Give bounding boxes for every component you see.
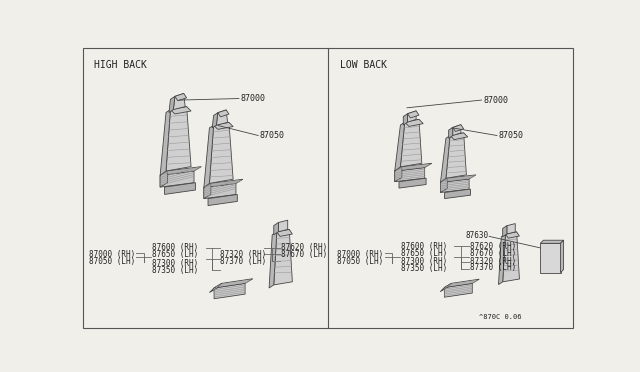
Text: 87600 (RH): 87600 (RH) xyxy=(152,243,198,253)
Text: 87320 (RH): 87320 (RH) xyxy=(220,250,266,259)
Polygon shape xyxy=(169,96,175,112)
Polygon shape xyxy=(440,283,451,292)
Polygon shape xyxy=(170,107,191,114)
Polygon shape xyxy=(399,178,426,188)
Polygon shape xyxy=(209,122,233,183)
Text: 87650 (LH): 87650 (LH) xyxy=(152,250,198,259)
Polygon shape xyxy=(160,167,202,175)
Polygon shape xyxy=(166,107,191,171)
Polygon shape xyxy=(446,133,467,178)
Text: 87600 (RH): 87600 (RH) xyxy=(401,242,447,251)
Polygon shape xyxy=(502,226,507,237)
Polygon shape xyxy=(444,283,472,297)
Polygon shape xyxy=(404,119,423,126)
Polygon shape xyxy=(540,243,561,273)
Text: 87320 (RH): 87320 (RH) xyxy=(470,257,516,266)
Text: 87050: 87050 xyxy=(260,131,285,140)
Polygon shape xyxy=(403,114,408,125)
Text: 87050 (LH): 87050 (LH) xyxy=(90,257,136,266)
Polygon shape xyxy=(269,232,277,288)
Text: 87350 (LH): 87350 (LH) xyxy=(152,266,198,275)
Polygon shape xyxy=(440,178,447,192)
Text: 87630: 87630 xyxy=(466,231,489,240)
Polygon shape xyxy=(499,234,506,285)
Polygon shape xyxy=(160,109,170,175)
Polygon shape xyxy=(502,232,520,282)
Polygon shape xyxy=(452,125,461,135)
Text: LOW BACK: LOW BACK xyxy=(340,60,387,70)
Polygon shape xyxy=(445,189,470,199)
Text: 87620 (RH): 87620 (RH) xyxy=(470,242,516,251)
Polygon shape xyxy=(440,179,469,192)
Text: HIGH BACK: HIGH BACK xyxy=(94,60,147,70)
Polygon shape xyxy=(408,111,416,122)
Polygon shape xyxy=(278,220,288,232)
Text: ^870C 0.06: ^870C 0.06 xyxy=(479,314,522,320)
Text: 87370 (LH): 87370 (LH) xyxy=(470,263,516,272)
Polygon shape xyxy=(395,122,404,171)
Polygon shape xyxy=(164,183,195,195)
Polygon shape xyxy=(214,122,233,129)
Polygon shape xyxy=(540,240,564,243)
Polygon shape xyxy=(173,93,185,109)
Polygon shape xyxy=(214,279,253,288)
Polygon shape xyxy=(395,167,402,182)
Text: 87000: 87000 xyxy=(483,96,508,105)
Polygon shape xyxy=(160,171,168,187)
Polygon shape xyxy=(440,175,476,182)
Text: 87300 (RH): 87300 (RH) xyxy=(401,257,447,266)
Polygon shape xyxy=(506,232,520,238)
Text: 87670 (LH): 87670 (LH) xyxy=(281,250,327,259)
Text: 87000: 87000 xyxy=(241,94,266,103)
Polygon shape xyxy=(216,110,228,125)
Polygon shape xyxy=(204,179,243,187)
Polygon shape xyxy=(395,167,425,182)
Text: 87050 (LH): 87050 (LH) xyxy=(337,257,383,266)
Text: 87670 (LH): 87670 (LH) xyxy=(470,249,516,258)
Text: 87300 (RH): 87300 (RH) xyxy=(152,259,198,268)
Text: 87350 (LH): 87350 (LH) xyxy=(401,264,447,273)
Polygon shape xyxy=(444,279,479,288)
Polygon shape xyxy=(204,183,211,199)
Text: 87050: 87050 xyxy=(499,131,524,140)
Polygon shape xyxy=(452,125,463,131)
Polygon shape xyxy=(212,113,218,128)
Text: 87370 (LH): 87370 (LH) xyxy=(220,257,266,266)
Text: 87650 (LH): 87650 (LH) xyxy=(401,249,447,258)
Polygon shape xyxy=(449,128,452,138)
Polygon shape xyxy=(218,110,229,117)
Polygon shape xyxy=(561,240,564,273)
Polygon shape xyxy=(214,283,245,299)
Polygon shape xyxy=(160,171,194,187)
Polygon shape xyxy=(408,111,419,118)
Polygon shape xyxy=(274,230,292,285)
Text: 87000 (RH): 87000 (RH) xyxy=(90,250,136,259)
Polygon shape xyxy=(175,93,187,101)
Text: 87000 (RH): 87000 (RH) xyxy=(337,250,383,259)
Polygon shape xyxy=(209,283,222,293)
Polygon shape xyxy=(204,125,214,187)
Polygon shape xyxy=(395,163,432,171)
Polygon shape xyxy=(274,222,278,235)
Polygon shape xyxy=(208,195,237,206)
Polygon shape xyxy=(440,135,450,182)
Polygon shape xyxy=(450,133,468,140)
Polygon shape xyxy=(204,183,236,199)
Polygon shape xyxy=(507,224,515,234)
Polygon shape xyxy=(401,119,422,167)
Polygon shape xyxy=(277,230,292,236)
Text: 87620 (RH): 87620 (RH) xyxy=(281,243,327,253)
